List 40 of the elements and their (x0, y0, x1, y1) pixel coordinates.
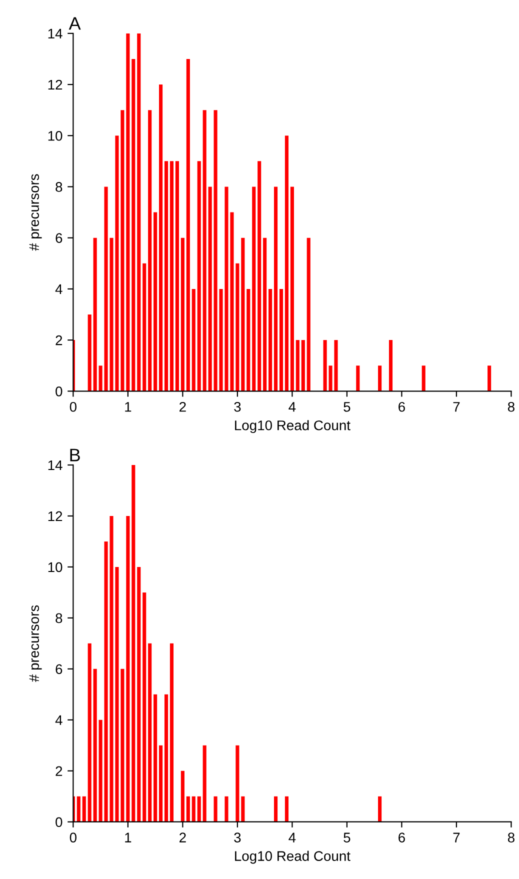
y-tick-label: 8 (56, 613, 62, 624)
x-tick-label: 6 (398, 832, 405, 842)
x-tick-label: 0 (70, 832, 76, 842)
y-tick-label: 2 (56, 766, 62, 776)
chart-title: B (70, 448, 80, 462)
chart-title: A (68, 17, 81, 30)
x-tick-label: 8 (508, 832, 514, 842)
x-tick-label: 1 (125, 832, 132, 842)
y-tick-label: 8 (56, 182, 62, 192)
x-tick-label: 3 (234, 402, 241, 412)
y-tick-label: 2 (56, 335, 62, 346)
x-axis-title: Log10 Read Count (235, 420, 350, 434)
x-tick-label: 8 (508, 402, 514, 412)
y-tick-label: 0 (56, 817, 62, 828)
y-tick-label: 14 (48, 460, 62, 470)
y-tick-label: 6 (56, 664, 62, 674)
x-tick-label: 5 (344, 832, 350, 842)
x-tick-label: 4 (288, 832, 296, 842)
x-tick-label: 0 (70, 402, 76, 412)
y-tick-label: 4 (55, 284, 62, 294)
y-axis-title: # precursors (29, 605, 42, 682)
x-tick-label: 1 (125, 402, 132, 412)
x-axis-title: Log10 Read Count (235, 850, 350, 864)
y-tick-label: 14 (48, 28, 62, 38)
x-tick-label: 4 (288, 402, 296, 412)
x-tick-label: 2 (180, 832, 186, 842)
y-tick-label: 6 (56, 233, 62, 243)
x-tick-label: 7 (453, 402, 460, 412)
y-tick-label: 4 (55, 715, 62, 725)
y-tick-label: 10 (48, 562, 62, 572)
y-tick-label: 12 (48, 511, 62, 522)
x-tick-label: 6 (398, 402, 405, 412)
y-tick-label: 10 (48, 130, 62, 141)
x-tick-label: 5 (344, 402, 350, 412)
y-tick-label: 12 (48, 80, 62, 90)
y-tick-label: 0 (56, 386, 62, 396)
y-axis-title: # precursors (29, 174, 42, 251)
x-tick-label: 3 (234, 832, 241, 842)
x-tick-label: 7 (453, 832, 460, 842)
x-tick-label: 2 (180, 402, 186, 412)
